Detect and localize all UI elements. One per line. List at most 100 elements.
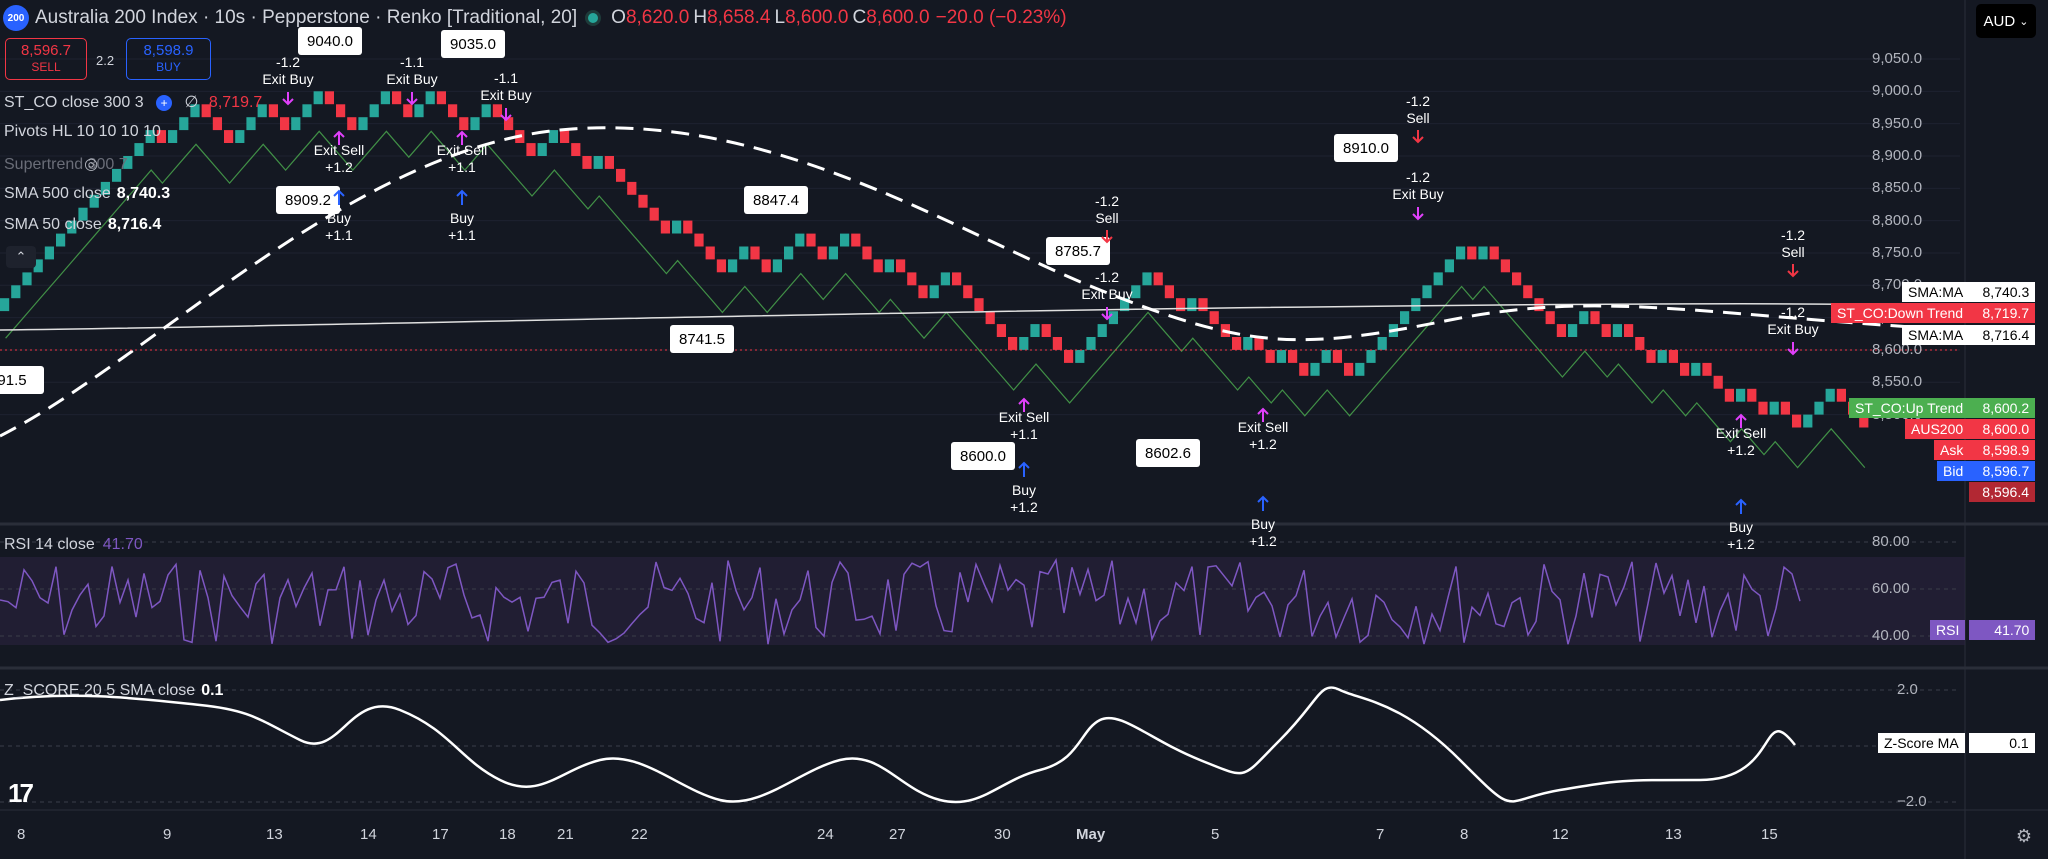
plus-icon[interactable]: + <box>156 95 173 111</box>
renko-brick <box>616 168 626 182</box>
gear-icon[interactable]: ⚙ <box>2015 826 2032 846</box>
open-label: O <box>611 7 626 28</box>
renko-brick <box>470 117 480 131</box>
renko-brick <box>996 324 1006 337</box>
renko-brick <box>1164 285 1174 299</box>
renko-brick <box>627 181 637 195</box>
currency-selector[interactable]: AUD ⌄ <box>1976 4 2036 38</box>
renko-brick <box>403 104 413 118</box>
sell-button[interactable]: 8,596.7 SELL <box>5 38 87 80</box>
pivot-label-box <box>1334 134 1398 162</box>
symbol-title[interactable]: Australia 200 Index · 10s · Pepperstone … <box>35 7 578 28</box>
renko-brick <box>268 104 278 118</box>
signal-exit-sell-label: Exit Sell <box>1716 425 1767 441</box>
rsi-tag-value: 41.70 <box>1969 620 2036 640</box>
renko-brick <box>1668 350 1678 363</box>
close-value: 8,600.0 <box>866 7 930 28</box>
renko-brick <box>548 130 558 143</box>
legend-sma50-value: 8,716.4 <box>107 216 162 233</box>
renko-brick <box>44 246 54 260</box>
price-tag-value: 8,596.7 <box>1969 461 2036 481</box>
signal-amount: +1.1 <box>448 159 476 175</box>
exit-arrow-icon <box>282 92 294 106</box>
signal-sell-label: Sell <box>1095 210 1118 226</box>
renko-brick <box>1366 350 1376 363</box>
legend-supertrend[interactable]: Supertrend 300 7 ◎ <box>4 154 128 174</box>
buy-arrow-icon <box>456 189 468 205</box>
pivot-label-box <box>0 366 44 394</box>
renko-brick <box>1086 337 1096 350</box>
renko-brick <box>1187 298 1197 312</box>
zscore-tag-name: Z-Score MA <box>1878 733 1965 753</box>
price-tag-value: 8,600.2 <box>1969 398 2036 418</box>
renko-brick <box>336 104 346 118</box>
eye-hidden-icon[interactable]: ◎ <box>84 156 99 173</box>
legend-st-co-symbol: ∅ <box>184 94 199 111</box>
signal-buy-label: Buy <box>450 210 474 226</box>
pivot-label-text: 8785.7 <box>1055 243 1101 260</box>
price-tag-value: 8,600.0 <box>1969 419 2036 439</box>
legend-zscore[interactable]: Z_SCORE 20 5 SMA close 0.1 <box>4 682 223 700</box>
buy-button[interactable]: 8,598.9 BUY <box>126 38 211 80</box>
time-axis-label: 27 <box>889 826 906 843</box>
renko-brick <box>246 117 256 131</box>
renko-brick <box>750 246 760 260</box>
renko-brick <box>67 220 77 234</box>
renko-brick <box>1814 401 1824 415</box>
legend-rsi[interactable]: RSI 14 close 41.70 <box>4 536 143 554</box>
renko-brick <box>1198 298 1208 312</box>
renko-brick <box>100 181 110 195</box>
renko-brick <box>1243 337 1253 350</box>
renko-brick <box>89 194 99 208</box>
signal-amount: +1.2 <box>1010 499 1038 515</box>
renko-brick <box>313 91 323 105</box>
renko-brick <box>1120 298 1130 312</box>
time-axis-label: 24 <box>817 826 834 843</box>
renko-brick <box>1064 350 1074 363</box>
price-tag-name: Ask <box>1934 440 1970 460</box>
renko-brick <box>1691 362 1701 376</box>
renko-brick <box>784 246 794 260</box>
signal-buy-label: Buy <box>1012 482 1036 498</box>
legend-st-co[interactable]: ST_CO close 300 3 + ∅ 8,719.7 <box>4 92 262 112</box>
buy-price: 8,598.9 <box>143 42 194 59</box>
renko-brick <box>761 259 771 273</box>
renko-brick <box>1568 324 1578 337</box>
signal-amount: +1.1 <box>448 227 476 243</box>
renko-brick <box>1512 272 1522 286</box>
price-axis-label: 9,000.0 <box>1872 82 1923 100</box>
open-value: 8,620.0 <box>625 7 690 28</box>
spread-value: 2.2 <box>96 53 115 68</box>
legend-sma500[interactable]: SMA 500 close 8,740.3 <box>4 185 170 203</box>
renko-brick <box>1422 285 1432 299</box>
renko-brick <box>1400 311 1410 325</box>
renko-brick <box>1724 388 1734 402</box>
renko-brick <box>1456 246 1466 260</box>
high-label: H <box>693 7 708 28</box>
renko-brick <box>851 233 861 247</box>
renko-brick <box>1444 259 1454 273</box>
renko-brick <box>1646 350 1656 363</box>
renko-brick <box>1052 337 1062 350</box>
renko-brick <box>358 117 368 131</box>
renko-bricks <box>0 91 1869 428</box>
pivot-label-text: 8909.2 <box>285 192 331 209</box>
renko-brick <box>112 168 122 182</box>
renko-brick <box>1288 350 1298 363</box>
time-axis-label: 9 <box>163 826 172 843</box>
signal-sell-label: Sell <box>1781 244 1804 260</box>
chevron-up-icon[interactable]: ⌃ <box>6 246 36 268</box>
renko-brick <box>1019 337 1029 350</box>
legend-sma50[interactable]: SMA 50 close 8,716.4 <box>4 216 161 234</box>
time-axis-label: 21 <box>557 826 574 843</box>
renko-brick <box>1747 388 1757 402</box>
signal-exit-buy-label: Exit Buy <box>1081 286 1132 302</box>
legend-zscore-label: Z_SCORE 20 5 SMA close <box>4 682 196 699</box>
renko-brick <box>1758 401 1768 415</box>
symbol-header[interactable]: 200 Australia 200 Index · 10s · Pepperst… <box>0 0 1067 36</box>
time-axis-label: 7 <box>1376 826 1385 843</box>
price-tag: Bid 8,596.7 <box>1937 461 2036 481</box>
legend-pivots[interactable]: Pivots HL 10 10 10 10 <box>4 123 161 141</box>
